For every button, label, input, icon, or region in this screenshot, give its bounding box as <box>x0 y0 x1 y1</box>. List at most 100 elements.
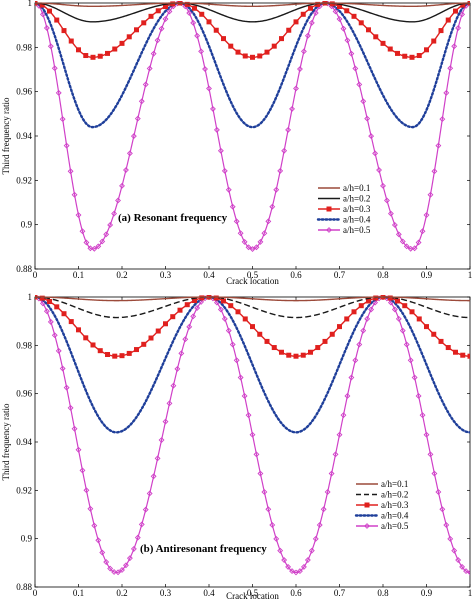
data-point <box>269 203 276 210</box>
y-tick-label: 0.92 <box>16 485 32 495</box>
data-point <box>250 324 255 330</box>
x-tick-label: 0.9 <box>421 270 433 280</box>
data-point <box>194 305 201 311</box>
data-point <box>364 115 371 122</box>
data-point <box>447 65 454 72</box>
data-point <box>155 328 161 334</box>
data-point <box>395 50 400 56</box>
data-point <box>315 345 321 351</box>
x-tick-label: 0.6 <box>290 588 302 598</box>
data-point <box>225 327 232 334</box>
x-tick-label: 0.7 <box>334 588 346 598</box>
data-point <box>407 357 414 364</box>
x-tick-label: 0.4 <box>203 270 215 280</box>
data-point <box>97 53 103 59</box>
legend: a/h=0.1a/h=0.2a/h=0.3a/h=0.4a/h=0.5 <box>316 183 371 235</box>
data-point <box>344 37 351 44</box>
data-point <box>43 25 50 31</box>
data-point <box>68 319 74 325</box>
data-point <box>241 393 248 399</box>
data-point <box>112 353 118 359</box>
data-point <box>453 349 458 355</box>
data-point <box>170 382 177 389</box>
data-point <box>71 191 78 198</box>
data-point <box>245 244 252 251</box>
data-point <box>213 27 219 33</box>
data-point <box>119 40 125 46</box>
data-point <box>443 89 450 96</box>
data-point <box>95 243 102 250</box>
data-point <box>148 335 154 341</box>
x-tick-label: 0.5 <box>247 270 259 280</box>
data-point <box>265 218 272 225</box>
y-tick-label: 0.94 <box>16 131 32 141</box>
series-a/h=0.2 <box>35 2 470 23</box>
data-point <box>126 34 132 40</box>
legend-label: a/h=0.4 <box>343 215 371 225</box>
x-tick-label: 0.4 <box>203 588 215 598</box>
data-point <box>59 116 66 123</box>
x-tick-label: 0.9 <box>421 588 433 598</box>
data-point <box>431 38 437 44</box>
data-point <box>158 25 165 32</box>
data-point <box>134 347 139 353</box>
data-point <box>360 327 367 334</box>
data-point <box>332 8 339 15</box>
data-point <box>463 568 469 575</box>
data-point <box>213 126 220 133</box>
data-point <box>447 535 454 542</box>
data-point <box>380 40 386 46</box>
plot-frame <box>34 2 471 270</box>
data-point <box>190 19 197 26</box>
data-point <box>111 210 118 217</box>
data-point <box>286 352 292 358</box>
data-point <box>250 54 255 60</box>
data-point <box>445 17 451 23</box>
data-point <box>340 25 347 32</box>
data-point <box>273 186 280 193</box>
data-point <box>47 8 52 14</box>
data-point <box>75 446 82 453</box>
data-point <box>138 521 145 528</box>
data-point <box>356 81 363 88</box>
data-point <box>87 505 94 512</box>
data-point <box>249 431 256 438</box>
data-point <box>328 470 335 477</box>
legend-marker <box>364 523 370 529</box>
data-point <box>150 473 157 480</box>
series-a/h=0.5 <box>35 295 470 576</box>
data-point <box>39 11 46 18</box>
data-point <box>308 19 315 26</box>
data-point <box>138 98 145 105</box>
series-line <box>35 295 470 434</box>
y-tick-label: 0.9 <box>21 220 33 230</box>
legend-label: a/h=0.3 <box>381 500 409 510</box>
data-point <box>67 168 74 175</box>
data-point <box>141 20 147 26</box>
data-point <box>87 245 94 252</box>
x-tick-label: 0 <box>33 270 38 280</box>
data-point <box>431 470 438 477</box>
data-point <box>103 559 110 565</box>
data-point <box>308 547 315 554</box>
x-tick-label: 1 <box>468 270 473 280</box>
data-point <box>158 437 165 443</box>
data-point <box>297 66 303 72</box>
data-point <box>90 54 96 60</box>
data-point <box>261 489 268 495</box>
data-point <box>424 324 429 330</box>
series-a/h=0.3 <box>35 295 470 359</box>
x-tick-label: 0.8 <box>377 270 389 280</box>
legend-label: a/h=0.5 <box>381 521 409 531</box>
series-line <box>35 296 470 319</box>
data-point <box>134 534 141 541</box>
data-point <box>83 487 90 494</box>
data-point <box>97 348 103 354</box>
data-point <box>373 34 379 40</box>
data-point <box>47 43 54 50</box>
x-tick-label: 0.5 <box>247 588 259 598</box>
data-point <box>336 16 343 22</box>
series-line <box>35 296 470 302</box>
data-point <box>376 167 382 173</box>
data-point <box>154 37 161 44</box>
